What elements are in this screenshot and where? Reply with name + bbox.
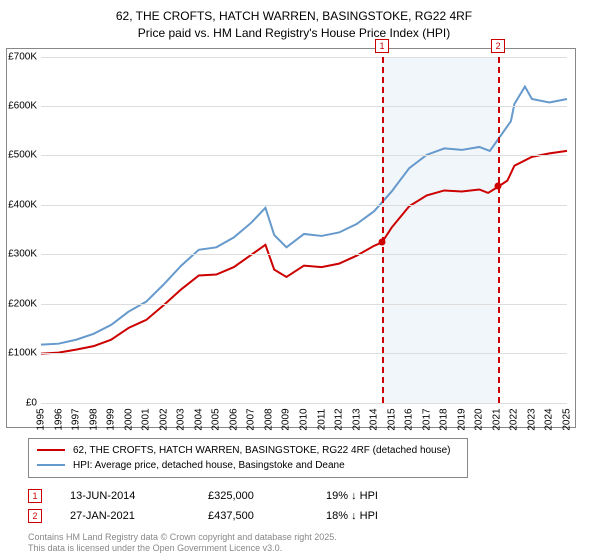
x-tick-label: 2018 [439, 408, 450, 430]
sale-delta: 19% ↓ HPI [326, 490, 378, 502]
legend-swatch [37, 464, 65, 466]
x-tick-label: 2006 [228, 408, 239, 430]
x-tick-label: 1998 [88, 408, 99, 430]
x-tick-label: 1995 [36, 408, 47, 430]
sale-price: £437,500 [208, 510, 298, 522]
x-tick-label: 2016 [404, 408, 415, 430]
y-tick-label: £500K [5, 150, 37, 161]
legend-item: 62, THE CROFTS, HATCH WARREN, BASINGSTOK… [37, 443, 459, 458]
sales-table: 1 13-JUN-2014 £325,000 19% ↓ HPI 2 27-JAN-202… [28, 486, 588, 526]
x-tick-label: 2002 [158, 408, 169, 430]
x-tick-label: 2003 [176, 408, 187, 430]
x-tick-label: 2024 [544, 408, 555, 430]
footer-attribution: Contains HM Land Registry data © Crown c… [28, 532, 588, 555]
x-tick-label: 2010 [299, 408, 310, 430]
legend-label: 62, THE CROFTS, HATCH WARREN, BASINGSTOK… [73, 445, 451, 456]
title-line-1: 62, THE CROFTS, HATCH WARREN, BASINGSTOK… [116, 9, 472, 23]
y-tick-label: £100K [5, 348, 37, 359]
sale-delta: 18% ↓ HPI [326, 510, 378, 522]
sale-row-marker: 1 [28, 489, 42, 503]
gridline [41, 155, 567, 156]
y-tick-label: £200K [5, 298, 37, 309]
series-hpi [41, 86, 567, 344]
title-line-2: Price paid vs. HM Land Registry's House … [138, 26, 450, 40]
gridline [41, 403, 567, 404]
sale-price: £325,000 [208, 490, 298, 502]
sale-marker-dot [495, 183, 502, 190]
sale-marker-badge: 2 [491, 39, 505, 53]
gridline [41, 254, 567, 255]
x-tick-label: 2019 [456, 408, 467, 430]
x-tick-label: 2011 [316, 408, 327, 430]
gridline [41, 304, 567, 305]
x-tick-label: 2020 [474, 408, 485, 430]
chart-title: 62, THE CROFTS, HATCH WARREN, BASINGSTOK… [0, 8, 588, 42]
sale-row: 2 27-JAN-2021 £437,500 18% ↓ HPI [28, 506, 588, 526]
x-tick-label: 2009 [281, 408, 292, 430]
sale-date: 13-JUN-2014 [70, 490, 180, 502]
x-tick-label: 2023 [526, 408, 537, 430]
sale-row: 1 13-JUN-2014 £325,000 19% ↓ HPI [28, 486, 588, 506]
plot-region: £0£100K£200K£300K£400K£500K£600K£700K199… [41, 57, 567, 403]
x-tick-label: 2007 [246, 408, 257, 430]
gridline [41, 353, 567, 354]
chart-area: £0 £100K £200K £300K £400K £500K £600K £700K 199… [6, 48, 576, 428]
x-tick-label: 2000 [123, 408, 134, 430]
gridline [41, 205, 567, 206]
chart-container: 62, THE CROFTS, HATCH WARREN, BASINGSTOK… [0, 0, 600, 560]
footer-line-2: This data is licensed under the Open Gov… [28, 543, 282, 553]
sale-row-marker: 2 [28, 509, 42, 523]
legend-label: HPI: Average price, detached house, Basi… [73, 460, 345, 471]
sale-date: 27-JAN-2021 [70, 510, 180, 522]
footer-line-1: Contains HM Land Registry data © Crown c… [28, 532, 337, 542]
x-tick-label: 2008 [263, 408, 274, 430]
y-tick-label: £300K [5, 249, 37, 260]
sale-marker-dot [379, 238, 386, 245]
x-tick-label: 2022 [509, 408, 520, 430]
x-tick-label: 2005 [211, 408, 222, 430]
x-tick-label: 2012 [334, 408, 345, 430]
x-tick-label: 2014 [369, 408, 380, 430]
x-tick-label: 2001 [141, 408, 152, 430]
sale-marker-badge: 1 [375, 39, 389, 53]
legend-item: HPI: Average price, detached house, Basi… [37, 458, 459, 473]
x-tick-label: 2017 [421, 408, 432, 430]
legend-swatch [37, 449, 65, 451]
sale-marker-line [382, 57, 384, 403]
y-tick-label: £700K [5, 51, 37, 62]
x-tick-label: 2021 [491, 408, 502, 430]
sale-marker-line [498, 57, 500, 403]
x-tick-label: 2013 [351, 408, 362, 430]
x-tick-label: 2015 [386, 408, 397, 430]
chart-lines [41, 57, 567, 403]
x-tick-label: 1996 [53, 408, 64, 430]
x-tick-label: 2025 [562, 408, 573, 430]
y-tick-label: £0 [5, 397, 37, 408]
y-tick-label: £600K [5, 101, 37, 112]
x-tick-label: 2004 [193, 408, 204, 430]
gridline [41, 106, 567, 107]
y-tick-label: £400K [5, 199, 37, 210]
series-price_paid [41, 151, 567, 354]
legend: 62, THE CROFTS, HATCH WARREN, BASINGSTOK… [28, 438, 468, 478]
x-tick-label: 1997 [71, 408, 82, 430]
gridline [41, 57, 567, 58]
x-tick-label: 1999 [106, 408, 117, 430]
